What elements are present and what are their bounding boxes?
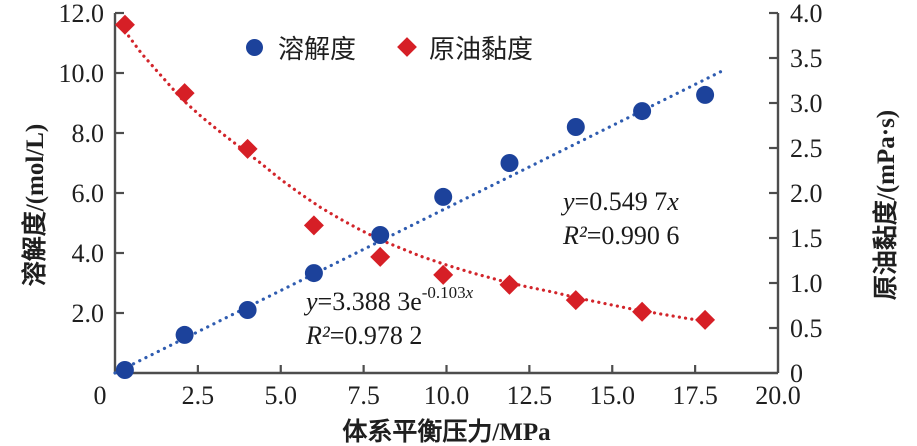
- solubility-marker-icon: [246, 38, 263, 56]
- solubility-fit-r2: R²=0.990 6: [563, 219, 679, 253]
- y-right-tick-label: 1.5: [790, 224, 823, 253]
- equation-text: =0.978 2: [329, 321, 423, 350]
- equation-text: =3.388 3e: [317, 287, 422, 316]
- x-tick-label: 5.0: [265, 381, 298, 410]
- viscosity-point: [114, 14, 135, 35]
- viscosity-fit-annotation: y=3.388 3e-0.103x R²=0.978 2: [306, 283, 473, 353]
- x-tick-label: 10.0: [424, 381, 470, 410]
- viscosity-point: [499, 274, 520, 295]
- viscosity-point: [695, 309, 716, 330]
- viscosity-fit-equation: y=3.388 3e-0.103x: [306, 283, 473, 319]
- legend-item-solubility: 溶解度: [246, 29, 356, 66]
- equation-text: y: [306, 287, 318, 316]
- solubility-point: [238, 301, 257, 319]
- viscosity-marker-icon: [397, 37, 417, 57]
- y-left-tick-label: 2.0: [72, 299, 105, 328]
- equation-text: =0.990 6: [586, 221, 680, 250]
- y-right-tick-label: 0.5: [790, 314, 823, 343]
- legend: 溶解度 原油黏度: [246, 30, 533, 64]
- viscosity-point: [303, 215, 324, 236]
- y-left-tick-label: 10.0: [59, 59, 105, 88]
- y-right-tick-label: 3.5: [790, 44, 823, 73]
- solubility-point: [434, 187, 453, 206]
- x-tick-label: 7.5: [347, 381, 380, 410]
- equation-text: R²: [306, 321, 330, 350]
- solubility-trendline: [113, 68, 725, 375]
- x-tick-label: 20.0: [755, 381, 801, 410]
- viscosity-point: [433, 264, 454, 285]
- solubility-point: [115, 361, 134, 379]
- y-right-tick-label: 1.0: [790, 269, 823, 298]
- viscosity-trendline: [123, 29, 710, 324]
- viscosity-point: [632, 301, 653, 322]
- equation-text: x: [667, 187, 679, 216]
- equation-text: y: [563, 187, 575, 216]
- x-axis-title: 体系平衡压力/MPa: [342, 419, 551, 446]
- solubility-point: [175, 325, 194, 344]
- equation-text: x: [465, 283, 474, 303]
- solubility-point: [566, 118, 585, 136]
- y-left-axis-title: 溶解度/(mol/L): [22, 123, 49, 287]
- y-right-tick-label: 4.0: [790, 0, 823, 28]
- solubility-point: [696, 85, 715, 104]
- solubility-fit-annotation: y=0.549 7x R²=0.990 6: [563, 185, 679, 253]
- equation-exponent: -0.103x: [422, 283, 473, 302]
- y-right-tick-label: 2.5: [790, 134, 823, 163]
- solubility-fit-equation: y=0.549 7x: [563, 185, 679, 219]
- legend-label-solubility: 溶解度: [278, 34, 357, 64]
- equation-text: R²: [563, 221, 587, 250]
- solubility-point: [500, 154, 519, 172]
- solubility-point: [304, 264, 323, 283]
- equation-text: -0.103: [421, 283, 466, 303]
- viscosity-point: [237, 138, 258, 159]
- y-right-tick-label: 3.0: [790, 89, 823, 118]
- solubility-point: [633, 102, 652, 121]
- viscosity-fit-r2: R²=0.978 2: [306, 319, 473, 353]
- legend-item-viscosity: 原油黏度: [397, 29, 534, 66]
- y-left-tick-label: 6.0: [72, 179, 105, 208]
- y-right-tick-label: 2.0: [790, 179, 823, 208]
- x-tick-label: 17.5: [672, 381, 718, 410]
- y-left-tick-label: 4.0: [72, 239, 105, 268]
- viscosity-point: [565, 290, 586, 311]
- y-left-tick-label: 12.0: [59, 0, 105, 28]
- viscosity-point: [174, 83, 195, 104]
- y-right-axis-title: 原油黏度/(mPa·s): [873, 109, 900, 301]
- x-tick-label: 12.5: [507, 381, 553, 410]
- y-right-tick-label: 0: [790, 359, 803, 388]
- x-tick-label: 15.0: [590, 381, 636, 410]
- y-left-tick-label: 8.0: [72, 119, 105, 148]
- legend-label-viscosity: 原油黏度: [429, 34, 534, 64]
- x-tick-label: 2.5: [182, 381, 215, 410]
- equation-text: =0.549 7: [574, 187, 668, 216]
- solubility-point: [371, 226, 390, 244]
- viscosity-point: [370, 246, 391, 267]
- x-tick-label: 0: [94, 381, 107, 410]
